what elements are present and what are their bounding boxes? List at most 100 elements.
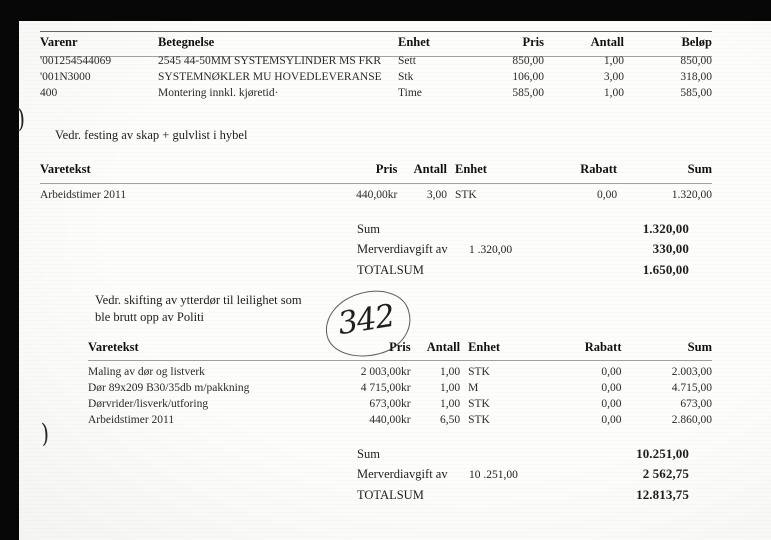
- cell-rabatt: 0,00: [601, 414, 622, 426]
- cell-pris: 585,00: [512, 87, 544, 99]
- table-section-3-header-row: Varetekst Pris Antall Enhet Rabatt Sum: [88, 339, 712, 358]
- section-3-summary: Sum 10.251,00 Merverdiavgift av 10 .251,…: [357, 444, 689, 506]
- table-section-2: Varetekst Pris Antall Enhet Rabatt Sum A…: [40, 161, 712, 203]
- cell-betegnelse: 2545 44-50MM SYSTEMSYLINDER MS FKR: [158, 55, 382, 67]
- col-enhet: Enhet: [468, 340, 501, 354]
- table-row: Dør 89x209 B30/35db m/pakkning 4 715,00k…: [88, 380, 712, 396]
- cell-belop: 850,00: [680, 55, 712, 67]
- summary-total-value: 12.813,75: [636, 487, 689, 503]
- col-antall: Antall: [426, 340, 461, 354]
- cell-antall: 1,00: [439, 366, 461, 378]
- cell-antall: 3,00: [426, 189, 447, 201]
- table-row: '001N3000 SYSTEMNØKLER MU HOVEDLEVERANSE…: [40, 69, 712, 85]
- summary-row-mva: Merverdiavgift av 1 .320,00 330,00: [357, 239, 689, 260]
- cell-varetekst: Maling av dør og listverk: [88, 366, 205, 378]
- summary-mva-label: Merverdiavgift av: [357, 242, 448, 257]
- col-rabatt: Rabatt: [580, 162, 618, 176]
- cell-sum: 1.320,00: [671, 189, 712, 201]
- summary-row-total: TOTALSUM 12.813,75: [357, 485, 689, 505]
- col-varenr: Varenr: [40, 35, 78, 49]
- col-pris: Pris: [389, 340, 411, 354]
- section-3-header-rule: [88, 360, 712, 361]
- margin-annotation-paren-2: ): [40, 418, 50, 450]
- table-row: Arbeidstimer 2011 440,00kr 3,00 STK 0,00…: [40, 180, 712, 203]
- cell-rabatt: 0,00: [601, 398, 622, 410]
- cell-rabatt: 0,00: [601, 366, 622, 378]
- cell-varenr: 400: [40, 87, 58, 99]
- cell-pris: 673,00kr: [369, 398, 411, 410]
- table-items-header-row: Varenr Betegnelse Enhet Pris Antall Belø…: [40, 34, 712, 53]
- col-antall: Antall: [590, 35, 624, 49]
- summary-total-value: 1.650,00: [642, 262, 689, 278]
- col-varetekst: Varetekst: [40, 162, 91, 176]
- summary-total-label: TOTALSUM: [357, 263, 424, 278]
- section-2-note: Vedr. festing av skap + gulvlist i hybel: [55, 128, 248, 142]
- cell-betegnelse: SYSTEMNØKLER MU HOVEDLEVERANSE: [158, 71, 382, 83]
- summary-mva-base: 10 .251,00: [469, 469, 518, 482]
- table-items-header-rule: [40, 56, 712, 57]
- col-betegnelse: Betegnelse: [158, 35, 215, 49]
- table-row: '001254544069 2545 44-50MM SYSTEMSYLINDE…: [40, 53, 712, 69]
- summary-sum-value: 10.251,00: [636, 446, 689, 461]
- cell-antall: 6,50: [439, 414, 461, 426]
- margin-annotation-paren-1: ): [16, 103, 26, 135]
- cell-sum: 4.715,00: [671, 382, 712, 394]
- table-items: Varenr Betegnelse Enhet Pris Antall Belø…: [40, 34, 712, 101]
- section-3-note: Vedr. skifting av ytterdør til leilighet…: [95, 293, 302, 324]
- cell-pris: 850,00: [512, 55, 544, 67]
- col-varetekst: Varetekst: [88, 340, 139, 354]
- cell-sum: 2.860,00: [671, 414, 712, 426]
- table-row: 400 Montering innkl. kjøretid· Time 585,…: [40, 85, 712, 101]
- table-section-3: Varetekst Pris Antall Enhet Rabatt Sum M…: [88, 339, 712, 428]
- cell-enhet: Time: [398, 87, 422, 99]
- cell-rabatt: 0,00: [596, 189, 618, 201]
- table-row: Dørvrider/lisverk/utforing 673,00kr 1,00…: [88, 396, 712, 412]
- summary-mva-value: 330,00: [652, 241, 689, 257]
- cell-antall: 1,00: [603, 55, 624, 67]
- table-section-2-header-row: Varetekst Pris Antall Enhet Rabatt Sum: [40, 161, 712, 180]
- cell-enhet: STK: [468, 366, 490, 378]
- summary-mva-base: 1 .320,00: [469, 244, 513, 257]
- cell-sum: 2.003,00: [671, 366, 712, 378]
- cell-pris: 4 715,00kr: [360, 382, 411, 394]
- cell-enhet: STK: [454, 189, 477, 201]
- summary-row-sum: Sum 1.320,00: [357, 219, 689, 239]
- cell-pris: 440,00kr: [369, 414, 411, 426]
- cell-betegnelse: Montering innkl. kjøretid·: [158, 87, 279, 99]
- cell-pris: 440,00kr: [356, 189, 398, 201]
- cell-rabatt: 0,00: [601, 382, 622, 394]
- col-enhet: Enhet: [454, 162, 487, 176]
- col-pris: Pris: [375, 162, 398, 176]
- cell-enhet: Stk: [398, 71, 414, 83]
- cell-sum: 673,00: [680, 398, 712, 410]
- col-belop: Beløp: [681, 35, 712, 49]
- summary-total-label: TOTALSUM: [357, 488, 424, 503]
- section-2-summary: Sum 1.320,00 Merverdiavgift av 1 .320,00…: [357, 219, 689, 281]
- scan-edge-left: [0, 0, 19, 540]
- summary-row-sum: Sum 10.251,00: [357, 444, 689, 464]
- summary-sum-label: Sum: [357, 222, 380, 236]
- cell-enhet: STK: [468, 414, 490, 426]
- summary-mva-label: Merverdiavgift av: [357, 467, 448, 482]
- col-enhet: Enhet: [398, 35, 430, 49]
- cell-antall: 1,00: [603, 87, 624, 99]
- col-pris: Pris: [522, 35, 544, 49]
- cell-varenr: '001254544069: [40, 55, 112, 67]
- summary-sum-label: Sum: [357, 447, 380, 461]
- cell-varetekst: Arbeidstimer 2011: [88, 414, 175, 426]
- cell-antall: 3,00: [603, 71, 624, 83]
- summary-mva-value: 2 562,75: [642, 466, 689, 482]
- paper-sheet: [18, 20, 771, 540]
- cell-varenr: '001N3000: [40, 71, 91, 83]
- cell-antall: 1,00: [439, 382, 461, 394]
- cell-enhet: M: [468, 382, 479, 394]
- summary-row-mva: Merverdiavgift av 10 .251,00 2 562,75: [357, 464, 689, 485]
- table-row: Arbeidstimer 2011 440,00kr 6,50 STK 0,00…: [88, 412, 712, 428]
- col-sum: Sum: [687, 162, 712, 176]
- cell-pris: 2 003,00kr: [360, 366, 411, 378]
- cell-varetekst: Dør 89x209 B30/35db m/pakkning: [88, 382, 250, 394]
- section-2-header-rule: [40, 183, 712, 184]
- cell-enhet: STK: [468, 398, 490, 410]
